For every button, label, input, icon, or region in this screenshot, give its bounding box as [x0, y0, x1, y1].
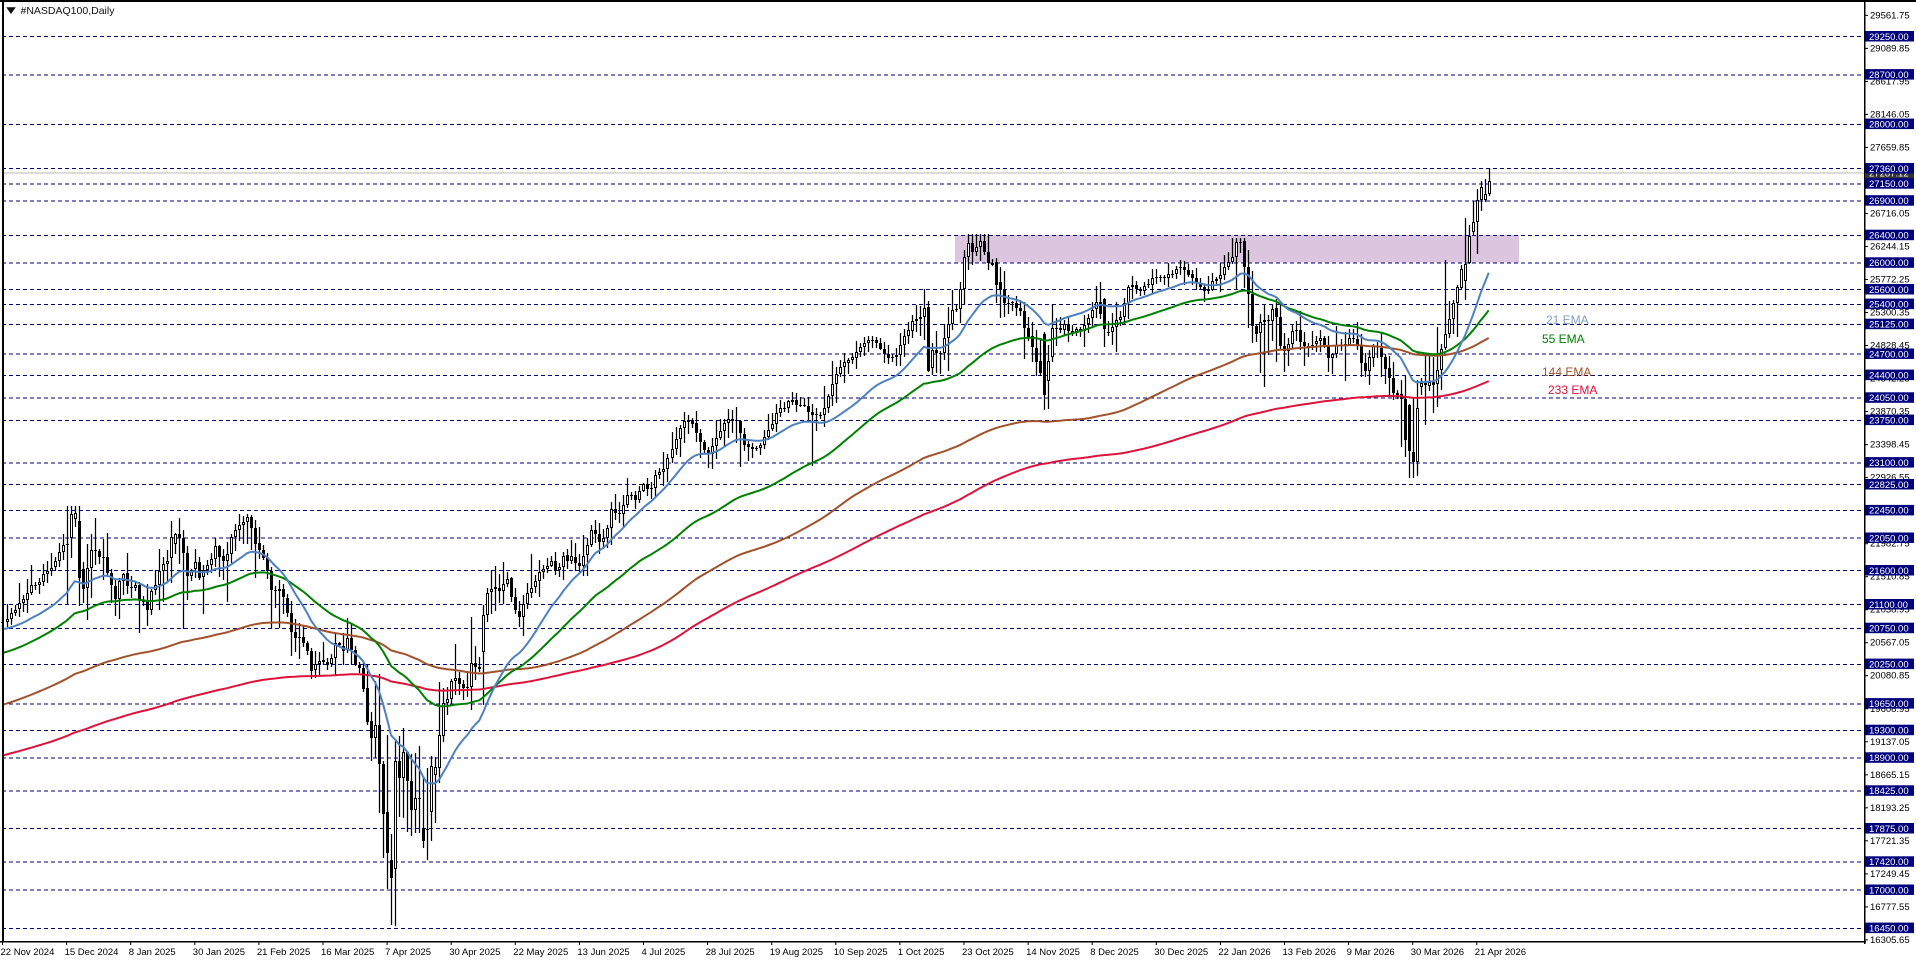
svg-text:26000.00: 26000.00	[1869, 258, 1909, 269]
svg-text:16450.00: 16450.00	[1869, 923, 1909, 934]
svg-text:10 Sep 2025: 10 Sep 2025	[834, 947, 888, 958]
svg-text:28146.05: 28146.05	[1870, 109, 1910, 120]
svg-text:26244.15: 26244.15	[1870, 242, 1910, 253]
svg-text:8 Jan 2025: 8 Jan 2025	[129, 947, 176, 958]
svg-text:28617.95: 28617.95	[1870, 76, 1910, 87]
svg-text:55 EMA: 55 EMA	[1542, 332, 1585, 346]
svg-text:16 Mar 2025: 16 Mar 2025	[321, 947, 374, 958]
svg-text:13 Feb 2026: 13 Feb 2026	[1283, 947, 1336, 958]
svg-text:26900.00: 26900.00	[1869, 196, 1909, 207]
svg-text:30 Mar 2026: 30 Mar 2026	[1411, 947, 1464, 958]
svg-text:18665.15: 18665.15	[1870, 770, 1910, 781]
svg-text:20250.00: 20250.00	[1869, 659, 1909, 670]
svg-text:19300.00: 19300.00	[1869, 726, 1909, 737]
svg-text:22 Nov 2024: 22 Nov 2024	[1, 947, 55, 958]
svg-text:23398.45: 23398.45	[1870, 440, 1910, 451]
svg-text:21510.85: 21510.85	[1870, 572, 1910, 583]
svg-text:22926.55: 22926.55	[1870, 473, 1910, 484]
svg-text:17721.35: 17721.35	[1870, 836, 1910, 847]
svg-text:25400.00: 25400.00	[1869, 299, 1909, 310]
svg-text:22050.00: 22050.00	[1869, 533, 1909, 544]
svg-text:27659.85: 27659.85	[1870, 142, 1910, 153]
svg-text:23 Oct 2025: 23 Oct 2025	[962, 947, 1014, 958]
svg-text:20567.05: 20567.05	[1870, 638, 1910, 649]
svg-text:22825.00: 22825.00	[1869, 480, 1909, 491]
svg-text:21 Feb 2025: 21 Feb 2025	[257, 947, 310, 958]
svg-text:17420.00: 17420.00	[1869, 857, 1909, 868]
svg-text:21038.95: 21038.95	[1870, 605, 1910, 616]
svg-text:28000.00: 28000.00	[1869, 119, 1909, 130]
svg-text:21 Apr 2026: 21 Apr 2026	[1475, 947, 1526, 958]
svg-text:144 EMA: 144 EMA	[1542, 365, 1591, 379]
svg-text:20080.85: 20080.85	[1870, 671, 1910, 682]
svg-text:17000.00: 17000.00	[1869, 885, 1909, 896]
svg-text:26400.00: 26400.00	[1869, 231, 1909, 242]
svg-text:22450.00: 22450.00	[1869, 506, 1909, 517]
svg-text:27287.12: 27287.12	[1869, 169, 1909, 180]
svg-text:24050.00: 24050.00	[1869, 393, 1909, 404]
svg-text:15 Dec 2024: 15 Dec 2024	[65, 947, 119, 958]
svg-text:18425.00: 18425.00	[1869, 786, 1909, 797]
svg-text:28 Jul 2025: 28 Jul 2025	[706, 947, 755, 958]
svg-text:18193.25: 18193.25	[1870, 803, 1910, 814]
svg-text:22 Jan 2026: 22 Jan 2026	[1218, 947, 1270, 958]
svg-text:16305.65: 16305.65	[1870, 935, 1910, 946]
svg-text:30 Dec 2025: 30 Dec 2025	[1154, 947, 1208, 958]
svg-text:27360.00: 27360.00	[1869, 164, 1909, 175]
svg-text:29250.00: 29250.00	[1869, 32, 1909, 43]
svg-text:19 Aug 2025: 19 Aug 2025	[770, 947, 823, 958]
svg-text:16777.55: 16777.55	[1870, 902, 1910, 913]
svg-text:26716.05: 26716.05	[1870, 209, 1910, 220]
svg-text:25772.25: 25772.25	[1870, 275, 1910, 286]
svg-text:9 Mar 2026: 9 Mar 2026	[1347, 947, 1395, 958]
svg-text:23750.00: 23750.00	[1869, 415, 1909, 426]
svg-text:8 Dec 2025: 8 Dec 2025	[1090, 947, 1139, 958]
svg-text:21982.75: 21982.75	[1870, 539, 1910, 550]
svg-text:24700.00: 24700.00	[1869, 349, 1909, 360]
svg-text:24828.45: 24828.45	[1870, 341, 1910, 352]
svg-text:29089.85: 29089.85	[1870, 43, 1910, 54]
svg-text:7 Apr 2025: 7 Apr 2025	[385, 947, 431, 958]
svg-text:233 EMA: 233 EMA	[1548, 383, 1597, 397]
svg-text:21600.00: 21600.00	[1869, 566, 1909, 577]
svg-text:24400.00: 24400.00	[1869, 370, 1909, 381]
svg-text:21100.00: 21100.00	[1869, 600, 1908, 611]
svg-text:30 Apr 2025: 30 Apr 2025	[449, 947, 500, 958]
svg-text:19650.00: 19650.00	[1869, 699, 1909, 710]
svg-text:4 Jul 2025: 4 Jul 2025	[642, 947, 686, 958]
svg-text:14 Nov 2025: 14 Nov 2025	[1026, 947, 1080, 958]
svg-text:23870.35: 23870.35	[1870, 407, 1910, 418]
svg-text:28700.00: 28700.00	[1869, 70, 1909, 81]
svg-text:30 Jan 2025: 30 Jan 2025	[193, 947, 245, 958]
svg-text:1 Oct 2025: 1 Oct 2025	[898, 947, 944, 958]
svg-text:21 EMA: 21 EMA	[1546, 313, 1589, 327]
svg-text:18900.00: 18900.00	[1869, 753, 1909, 764]
svg-text:20750.00: 20750.00	[1869, 624, 1909, 635]
svg-text:#NASDAQ100,Daily: #NASDAQ100,Daily	[21, 5, 116, 17]
svg-text:25300.35: 25300.35	[1870, 308, 1910, 319]
svg-text:29561.75: 29561.75	[1870, 10, 1910, 21]
svg-text:23100.00: 23100.00	[1869, 458, 1909, 469]
svg-text:17875.00: 17875.00	[1869, 824, 1909, 835]
svg-text:17249.45: 17249.45	[1870, 869, 1910, 880]
svg-text:25600.00: 25600.00	[1869, 285, 1909, 296]
svg-text:13 Jun 2025: 13 Jun 2025	[577, 947, 629, 958]
svg-text:19137.05: 19137.05	[1870, 737, 1910, 748]
svg-text:25125.00: 25125.00	[1869, 320, 1909, 331]
svg-text:19608.95: 19608.95	[1870, 704, 1910, 715]
svg-text:22 May 2025: 22 May 2025	[513, 947, 568, 958]
svg-text:27150.00: 27150.00	[1869, 179, 1909, 190]
